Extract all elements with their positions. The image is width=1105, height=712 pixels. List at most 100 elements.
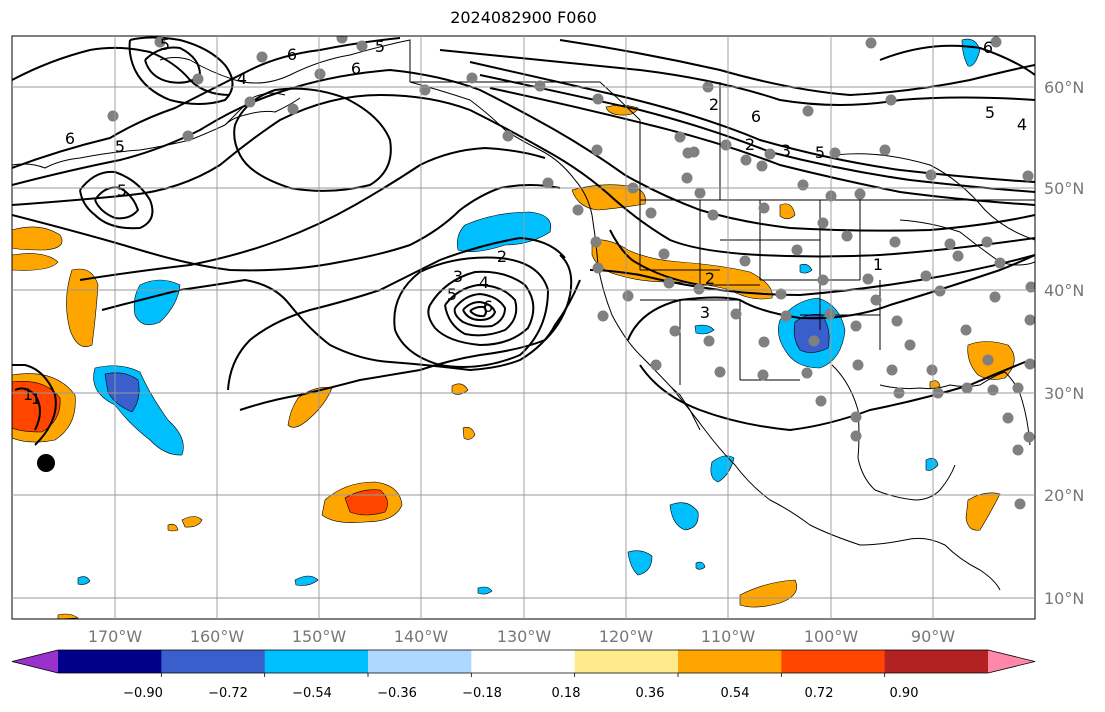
contour-label: 5 xyxy=(815,143,825,162)
shade-cool xyxy=(694,324,715,335)
colorbar-tick-label: −0.54 xyxy=(292,686,332,701)
colorbar-swatch xyxy=(58,650,162,673)
contour-label: 5 xyxy=(115,137,125,156)
lat-label: 60°N xyxy=(1044,78,1084,97)
shade-cool xyxy=(961,38,981,67)
contour-label: 3 xyxy=(453,267,463,286)
lat-label: 50°N xyxy=(1044,179,1084,198)
colorbar-tick-label: 0.36 xyxy=(636,686,665,701)
shade-strong xyxy=(12,381,61,433)
shade-cool xyxy=(457,211,552,252)
shade-warm xyxy=(779,203,796,220)
shade-warm xyxy=(12,226,63,251)
shade-warm xyxy=(57,613,79,619)
colorbar-swatch xyxy=(781,650,886,673)
colorbar-swatch xyxy=(678,650,782,673)
colorbar-tick-label: 0.72 xyxy=(805,686,834,701)
shade-warm xyxy=(571,184,646,211)
lon-label: 90°W xyxy=(911,627,955,646)
lat-label: 30°N xyxy=(1044,384,1084,403)
contour-label: 6 xyxy=(983,38,993,57)
colorbar-tick-label: 0.18 xyxy=(552,686,581,701)
shade-cool xyxy=(477,586,493,595)
anomaly-shading xyxy=(12,38,1015,619)
lat-labels: 60°N 50°N 40°N 30°N 20°N 10°N xyxy=(1044,78,1084,608)
shade-cool xyxy=(695,561,706,570)
contour-label: 2 xyxy=(705,269,715,288)
shade-warm xyxy=(167,523,179,532)
shade-cool-strong xyxy=(104,372,140,413)
contour-label: 5 xyxy=(447,285,457,304)
shade-warm xyxy=(739,579,797,608)
lat-label: 40°N xyxy=(1044,281,1084,300)
contour-label: 6 xyxy=(351,59,361,78)
colorbar-tick-label: 0.54 xyxy=(721,686,750,701)
shade-cool xyxy=(710,455,735,483)
contour-label: 4 xyxy=(1017,115,1027,134)
lon-label: 150°W xyxy=(292,627,347,646)
map-title: 2024082900 F060 xyxy=(450,8,597,27)
lon-label: 130°W xyxy=(497,627,552,646)
colorbar-labels: −0.90 −0.72 −0.54 −0.36 −0.18 0.18 0.36 … xyxy=(123,686,918,701)
contour-label: 4 xyxy=(237,69,247,88)
contour-label: 6 xyxy=(483,297,493,316)
shade-cool xyxy=(133,279,181,326)
colorbar-tick-label: 0.90 xyxy=(890,686,919,701)
contour-label: 1 xyxy=(873,255,883,274)
lon-label: 160°W xyxy=(190,627,245,646)
station-dots xyxy=(107,36,1035,510)
contour-label: 6 xyxy=(287,45,297,64)
contour-label: 2 xyxy=(745,135,755,154)
colorbar-swatch xyxy=(574,650,679,673)
contour-label: 1 xyxy=(23,385,33,404)
colorbar-extend-high xyxy=(988,650,1035,673)
lon-label: 170°W xyxy=(88,627,143,646)
shade-warm xyxy=(287,387,333,428)
lon-label: 140°W xyxy=(394,627,449,646)
shade-warm xyxy=(965,492,1001,531)
shade-warm xyxy=(181,516,203,528)
lon-labels: 170°W 160°W 150°W 140°W 130°W 120°W 110°… xyxy=(88,627,955,646)
shade-cool xyxy=(627,550,653,576)
shade-warm xyxy=(462,427,476,440)
graticule xyxy=(12,36,1035,619)
colorbar-tick-label: −0.36 xyxy=(377,686,417,701)
contour-label: 4 xyxy=(479,273,489,292)
shade-cool xyxy=(669,502,699,531)
contour-label: 5 xyxy=(160,35,170,54)
lon-label: 100°W xyxy=(804,627,859,646)
shade-cool xyxy=(799,263,813,274)
shade-warm xyxy=(66,268,99,347)
contour-label: 6 xyxy=(65,129,75,148)
contour-label: 6 xyxy=(751,107,761,126)
contour-label: 5 xyxy=(985,103,995,122)
shade-warm xyxy=(451,383,469,395)
contour-label: 2 xyxy=(709,95,719,114)
contour-label: 2 xyxy=(497,247,507,266)
colorbar-swatch xyxy=(368,650,472,673)
contour-label: 1 xyxy=(31,389,41,408)
shade-warm xyxy=(12,253,59,271)
colorbar-swatch xyxy=(264,650,369,673)
colorbar xyxy=(11,649,1036,677)
shade-cool xyxy=(294,575,319,586)
marker-dot xyxy=(37,454,55,472)
shade-cool xyxy=(77,576,91,585)
shade-warm xyxy=(591,239,773,300)
shade-cool-strong xyxy=(793,314,830,353)
colorbar-tick-label: −0.90 xyxy=(123,686,163,701)
lat-label: 20°N xyxy=(1044,486,1084,505)
colorbar-swatch xyxy=(471,650,576,673)
colorbar-swatch xyxy=(884,650,989,673)
colorbar-tick-label: −0.18 xyxy=(462,686,502,701)
colorbar-outline xyxy=(11,649,1036,674)
shade-cool xyxy=(925,458,939,471)
plot-frame xyxy=(11,35,1036,620)
colorbar-extend-low xyxy=(12,650,58,673)
contour-label: 5 xyxy=(375,37,385,56)
lat-label: 10°N xyxy=(1044,589,1084,608)
contour-label: 3 xyxy=(781,141,791,160)
colorbar-tick-label: −0.72 xyxy=(208,686,248,701)
lon-label: 120°W xyxy=(599,627,654,646)
